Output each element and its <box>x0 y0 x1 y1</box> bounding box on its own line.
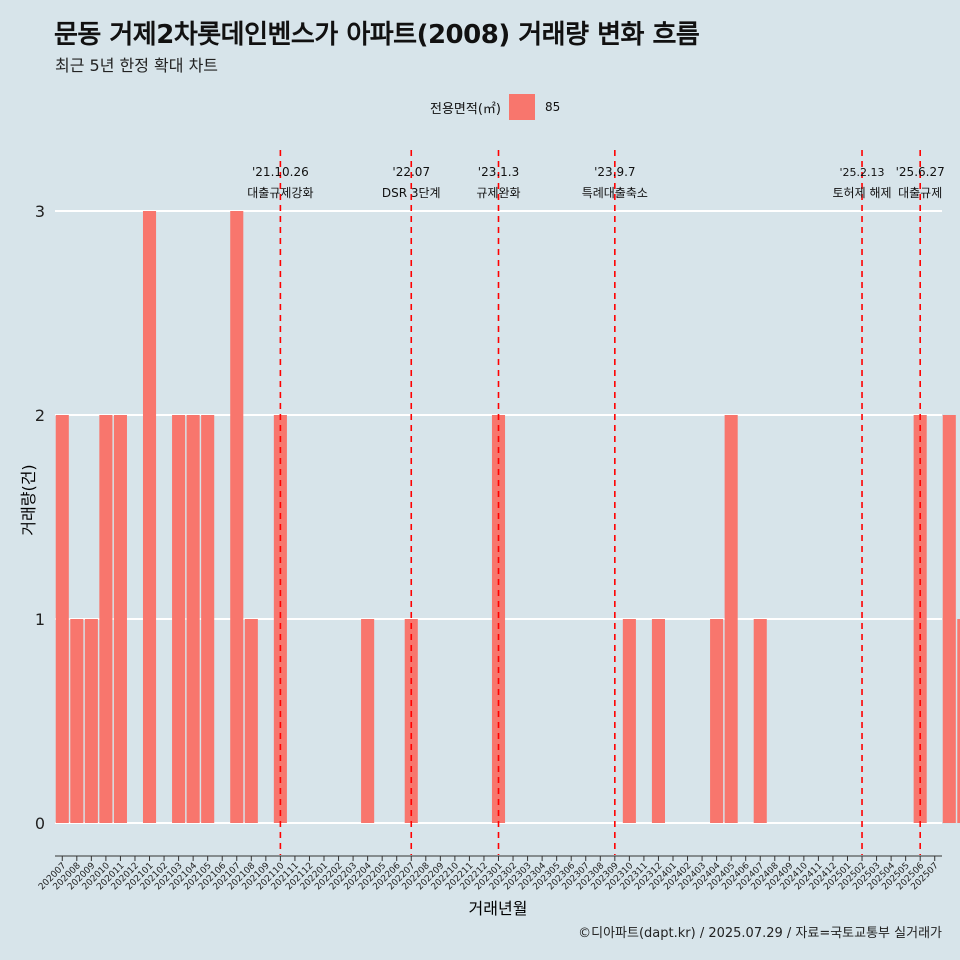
event-date-label: '23.1.3 <box>478 165 519 179</box>
chart-title: 문동 거제2차롯데인벤스가 아파트(2008) 거래량 변화 흐름 <box>54 20 700 50</box>
bar <box>361 619 375 823</box>
legend-title: 전용면적(㎡) <box>430 101 501 117</box>
event-text-label: 대출규제 <box>898 186 942 200</box>
bar <box>142 211 157 823</box>
caption: ©디아파트(dapt.kr) / 2025.07.29 / 자료=국토교통부 실… <box>578 926 942 941</box>
y-tick-label: 0 <box>35 814 45 833</box>
event-date-label: '23.9.7 <box>594 165 635 179</box>
chart-subtitle: 최근 5년 한정 확대 차트 <box>55 56 219 75</box>
event-text-label: DSR 3단계 <box>382 186 441 200</box>
bar <box>622 619 636 823</box>
bar <box>942 415 956 823</box>
bar <box>70 619 84 823</box>
bar <box>172 415 186 823</box>
event-date-label: '21.10.26 <box>252 165 309 179</box>
x-axis: 2020072020082020092020102020112020122021… <box>37 855 942 892</box>
event-text-label: 특례대출축소 <box>582 186 648 200</box>
bar <box>404 619 418 823</box>
event-lines: '21.10.26 대출규제강화 '22.07 DSR 3단계 '23.1.3 규제완화 '… <box>247 150 945 855</box>
y-axis: 0 1 2 3 <box>35 202 45 833</box>
bar <box>651 619 665 823</box>
bar <box>201 415 215 823</box>
bar <box>186 415 200 823</box>
event-text-label: 토허제 해제 <box>833 186 892 200</box>
event-date-label: '22.07 <box>392 165 430 179</box>
event-text-label: 대출규제강화 <box>247 186 313 200</box>
bar <box>244 619 258 823</box>
x-axis-label: 거래년월 <box>469 899 528 918</box>
event-text-label: 규제완화 <box>476 186 520 200</box>
bar <box>113 415 127 823</box>
event-date-label: '25.6.27 <box>896 165 945 179</box>
bars <box>55 211 960 823</box>
bar <box>99 415 113 823</box>
bar <box>913 415 927 823</box>
y-tick-label: 3 <box>35 202 45 221</box>
y-axis-label: 거래량(건) <box>19 464 38 535</box>
bar <box>957 619 960 823</box>
bar <box>55 415 69 823</box>
y-tick-label: 1 <box>35 610 45 629</box>
bar <box>491 415 506 823</box>
bar <box>724 415 738 823</box>
bar <box>273 415 287 823</box>
event-date-label: '25.2.13 <box>840 166 885 179</box>
legend-swatch <box>508 94 535 120</box>
legend: 전용면적(㎡) 85 <box>430 94 560 120</box>
bar <box>230 211 244 823</box>
bar <box>753 619 767 823</box>
legend-item-label: 85 <box>544 100 561 114</box>
bar <box>84 619 98 823</box>
bar <box>710 619 724 823</box>
y-tick-label: 2 <box>35 406 45 425</box>
